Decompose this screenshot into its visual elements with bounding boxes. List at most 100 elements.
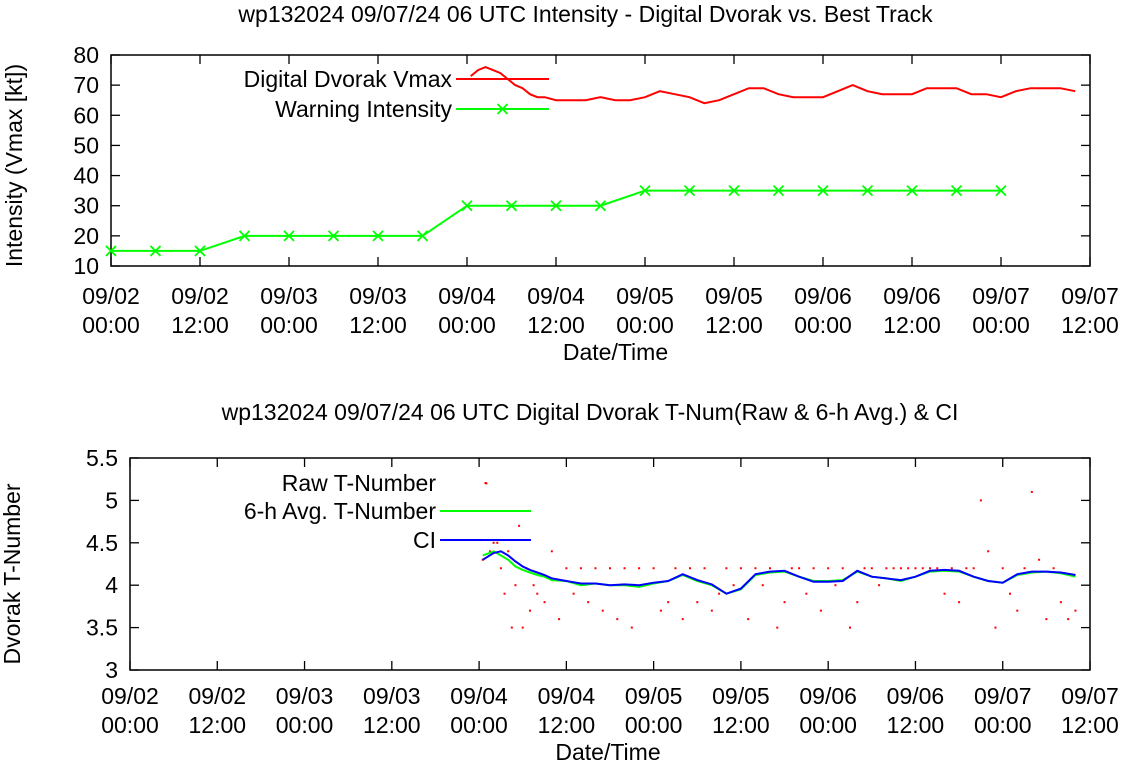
raw-t-point: [630, 626, 633, 629]
raw-t-point: [681, 618, 684, 621]
warning-point-marker: [639, 185, 651, 197]
raw-t-point: [667, 601, 670, 604]
x-tick-label-time: 12:00: [527, 312, 585, 338]
series-line: [482, 550, 1076, 595]
raw-t-point: [812, 567, 815, 570]
raw-t-point: [543, 601, 546, 604]
warning-point-marker: [327, 230, 340, 242]
x-tick-label-time: 00:00: [799, 712, 857, 738]
x-tick-label-date: 09/07: [974, 683, 1032, 709]
y-tick-label: 50: [73, 132, 99, 158]
y-tick-label: 5.5: [86, 445, 118, 471]
x-tick-label-date: 09/07: [1061, 683, 1119, 709]
x-tick-label-date: 09/02: [82, 283, 140, 309]
chart-title: wp132024 09/07/24 06 UTC Intensity - Dig…: [237, 1, 933, 27]
raw-t-point: [870, 567, 873, 570]
raw-t-point: [514, 584, 517, 587]
y-tick-label: 3.5: [86, 615, 118, 641]
raw-t-point: [1074, 609, 1077, 612]
y-axis-label: Dvorak T-Number: [0, 483, 25, 664]
x-tick-label-date: 09/03: [276, 683, 334, 709]
x-tick-label-date: 09/04: [438, 283, 496, 309]
warning-point-marker: [683, 185, 696, 197]
y-tick-label: 20: [73, 223, 99, 249]
raw-t-point: [856, 601, 859, 604]
x-tick-label-time: 00:00: [974, 712, 1032, 738]
x-tick-label-date: 09/05: [705, 283, 763, 309]
x-tick-label-date: 09/03: [260, 283, 318, 309]
warning-point-marker: [950, 185, 963, 197]
warning-point-marker: [772, 185, 785, 197]
raw-t-point: [914, 567, 917, 570]
x-tick-label-time: 00:00: [972, 312, 1030, 338]
raw-t-point: [834, 584, 837, 587]
raw-t-point: [972, 567, 975, 570]
raw-t-point: [518, 524, 521, 527]
legend-label: Warning Intensity: [275, 96, 452, 122]
raw-t-point: [550, 550, 553, 553]
raw-t-point: [594, 567, 597, 570]
raw-t-point: [638, 567, 641, 570]
x-tick-label-date: 09/02: [171, 283, 229, 309]
x-tick-label-time: 00:00: [450, 712, 508, 738]
raw-t-point: [1009, 592, 1011, 595]
raw-t-point: [1023, 567, 1026, 570]
raw-t-point: [747, 618, 750, 621]
warning-point-marker: [283, 230, 295, 242]
x-tick-label-time: 00:00: [438, 312, 496, 338]
raw-t-point: [965, 567, 968, 570]
x-tick-label-date: 09/07: [1061, 283, 1119, 309]
y-tick-label: 3: [105, 657, 118, 683]
warning-point-marker: [906, 185, 918, 197]
series-ci: [482, 550, 1076, 595]
raw-t-point: [1045, 618, 1048, 621]
legend-label: Raw T-Number: [282, 470, 437, 496]
x-tick-label-time: 12:00: [1061, 712, 1119, 738]
x-tick-label-time: 12:00: [363, 712, 421, 738]
raw-t-point: [499, 567, 502, 570]
raw-t-point: [929, 567, 931, 570]
raw-t-point: [819, 609, 822, 612]
warning-point-marker: [194, 245, 206, 257]
warning-point-marker: [416, 230, 429, 242]
series-line: [482, 550, 1076, 595]
x-tick-label-date: 09/05: [712, 683, 770, 709]
raw-t-point: [732, 584, 735, 587]
x-tick-label-time: 12:00: [887, 712, 945, 738]
raw-t-point: [725, 567, 728, 570]
raw-t-point: [776, 626, 779, 629]
x-tick-label-date: 09/05: [616, 283, 674, 309]
series-warning-intensity: [105, 185, 1007, 257]
x-tick-label-date: 09/04: [450, 683, 508, 709]
y-tick-label: 80: [73, 42, 99, 68]
raw-t-point: [921, 567, 924, 570]
x-tick-label-time: 00:00: [276, 712, 334, 738]
x-tick-label-date: 09/04: [527, 283, 585, 309]
raw-t-point: [521, 626, 524, 629]
x-tick-label-date: 09/03: [349, 283, 407, 309]
raw-t-point: [659, 609, 662, 612]
tnumber-chart: wp132024 09/07/24 06 UTC Digital Dvorak …: [0, 399, 1119, 765]
y-tick-label: 70: [73, 72, 99, 98]
raw-t-point: [1059, 601, 1062, 604]
raw-t-point: [710, 609, 713, 612]
raw-t-point: [1038, 558, 1041, 561]
raw-t-point: [943, 592, 946, 595]
raw-t-point: [1030, 490, 1033, 493]
raw-t-point: [761, 584, 764, 587]
x-tick-label-date: 09/06: [799, 683, 857, 709]
raw-t-point: [987, 550, 990, 553]
x-tick-label-date: 09/04: [538, 683, 596, 709]
raw-t-point: [950, 567, 953, 570]
series-6-h-avg-t-number: [482, 550, 1076, 595]
x-tick-label-time: 12:00: [712, 712, 770, 738]
raw-t-point: [510, 626, 513, 629]
raw-t-point: [958, 601, 961, 604]
legend-swatch-marker: [496, 103, 509, 115]
raw-t-point: [572, 592, 575, 595]
warning-point-marker: [105, 245, 117, 257]
raw-t-point: [783, 601, 786, 604]
raw-t-point: [827, 567, 830, 570]
raw-t-point: [536, 592, 539, 595]
